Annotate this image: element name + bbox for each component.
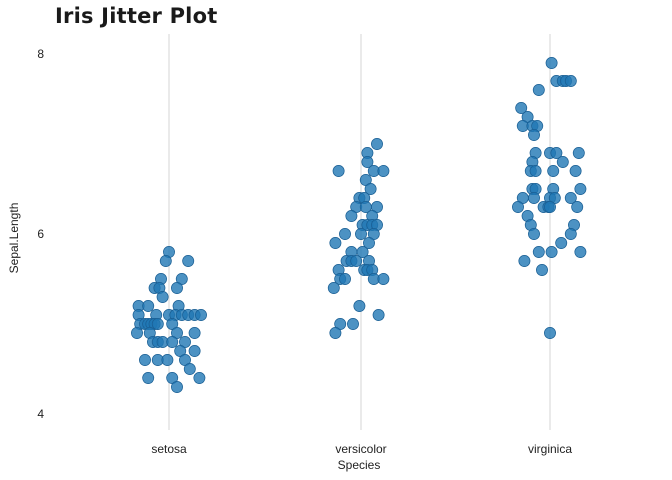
point-virginica-30 [564, 192, 577, 204]
x-tick-label-virginica: virginica [528, 442, 572, 456]
y-tick-label-8: 8 [37, 47, 44, 61]
point-virginica-17 [556, 156, 569, 168]
point-setosa-7 [171, 282, 183, 294]
point-virginica-5 [532, 84, 545, 96]
point-versicolor-7 [364, 183, 377, 195]
x-axis-ticks: setosa versicolor virginica [151, 442, 572, 456]
point-virginica-4 [564, 75, 577, 87]
point-virginica-0 [545, 57, 558, 69]
x-axis-title: Species [338, 458, 381, 472]
point-virginica-35 [571, 201, 584, 213]
chart-title: Iris Jitter Plot [55, 4, 218, 28]
point-virginica-45 [518, 255, 531, 267]
point-versicolor-35 [339, 273, 351, 285]
point-virginica-42 [532, 246, 545, 258]
point-virginica-40 [564, 228, 577, 240]
point-versicolor-39 [353, 300, 366, 312]
y-axis-title: Sepal.Length [7, 203, 21, 274]
point-versicolor-28 [350, 255, 363, 267]
point-versicolor-13 [345, 210, 358, 222]
point-versicolor-42 [347, 318, 359, 330]
point-virginica-19 [529, 165, 542, 177]
point-virginica-6 [515, 102, 528, 114]
point-virginica-11 [528, 129, 540, 141]
point-versicolor-0 [371, 138, 383, 150]
x-tick-label-setosa: setosa [151, 442, 187, 456]
point-virginica-31 [512, 201, 524, 213]
point-versicolor-20 [355, 228, 367, 240]
point-virginica-47 [544, 327, 556, 339]
point-virginica-27 [528, 192, 540, 204]
point-setosa-37 [188, 345, 201, 357]
y-tick-label-4: 4 [37, 407, 44, 421]
y-axis-ticks: 4 6 8 [37, 47, 44, 421]
point-virginica-21 [569, 165, 582, 177]
point-setosa-46 [171, 381, 183, 393]
x-tick-label-versicolor: versicolor [335, 442, 386, 456]
point-setosa-38 [139, 354, 151, 366]
point-setosa-1 [159, 255, 172, 267]
point-virginica-41 [555, 237, 568, 249]
point-virginica-43 [545, 246, 558, 258]
point-setosa-2 [182, 255, 195, 267]
point-versicolor-3 [332, 165, 345, 177]
point-setosa-40 [161, 354, 174, 366]
point-setosa-30 [188, 327, 201, 339]
point-virginica-20 [547, 165, 560, 177]
point-setosa-27 [131, 327, 143, 339]
point-virginica-44 [574, 246, 587, 258]
point-setosa-42 [183, 363, 196, 375]
point-setosa-25 [151, 318, 164, 330]
point-virginica-14 [572, 147, 585, 159]
point-setosa-19 [195, 309, 207, 321]
point-setosa-8 [156, 291, 169, 303]
point-setosa-43 [142, 372, 155, 384]
point-versicolor-40 [372, 309, 385, 321]
point-setosa-10 [142, 300, 155, 312]
point-virginica-46 [536, 264, 548, 276]
point-versicolor-19 [339, 228, 351, 240]
point-versicolor-22 [329, 237, 342, 249]
point-setosa-34 [166, 336, 179, 348]
point-versicolor-23 [363, 237, 375, 249]
point-virginica-25 [574, 183, 587, 195]
point-versicolor-43 [329, 327, 342, 339]
point-versicolor-37 [377, 273, 390, 285]
point-setosa-45 [193, 372, 206, 384]
point-versicolor-38 [327, 282, 340, 294]
point-virginica-13 [550, 147, 563, 159]
point-versicolor-2 [361, 156, 374, 168]
point-virginica-39 [528, 228, 540, 240]
point-virginica-34 [544, 201, 556, 213]
point-versicolor-5 [377, 165, 390, 177]
y-tick-label-6: 6 [37, 227, 44, 241]
point-versicolor-25 [356, 246, 369, 258]
data-points [131, 57, 587, 393]
